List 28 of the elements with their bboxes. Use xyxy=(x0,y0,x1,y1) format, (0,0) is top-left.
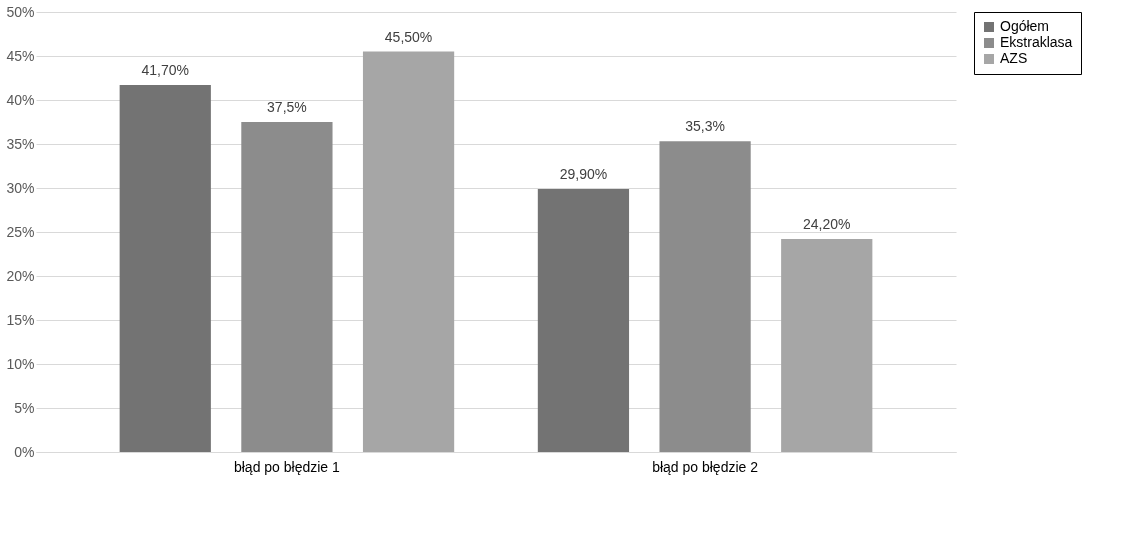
y-tick-label: 35% xyxy=(6,135,35,152)
bar xyxy=(241,122,333,452)
legend-label: Ekstraklasa xyxy=(1000,34,1073,50)
y-tick-label: 30% xyxy=(6,179,35,196)
bar xyxy=(119,85,211,452)
data-label: 35,3% xyxy=(685,118,725,135)
y-tick-label: 5% xyxy=(14,399,35,416)
y-tick-label: 45% xyxy=(6,47,35,64)
x-tick-label: błąd po błędzie 2 xyxy=(652,458,759,475)
y-tick-label: 25% xyxy=(6,223,35,240)
legend-label: AZS xyxy=(1000,50,1028,66)
data-label: 41,70% xyxy=(141,62,189,79)
y-tick-label: 40% xyxy=(6,91,35,108)
y-tick-label: 0% xyxy=(14,443,35,460)
legend-label: Ogółem xyxy=(1000,18,1050,34)
bar xyxy=(362,51,455,452)
bar xyxy=(781,239,873,452)
y-tick-label: 50% xyxy=(6,3,35,20)
data-label: 45,50% xyxy=(384,28,433,45)
y-tick-label: 10% xyxy=(6,355,35,372)
data-label: 37,5% xyxy=(267,99,307,115)
bar xyxy=(659,141,751,452)
x-tick-label: błąd po błędzie 1 xyxy=(233,458,341,475)
data-label: 29,90% xyxy=(559,165,608,182)
bar xyxy=(537,188,630,452)
y-tick-label: 20% xyxy=(6,267,35,284)
data-label: 24,20% xyxy=(803,216,851,233)
y-tick-label: 15% xyxy=(6,311,35,328)
